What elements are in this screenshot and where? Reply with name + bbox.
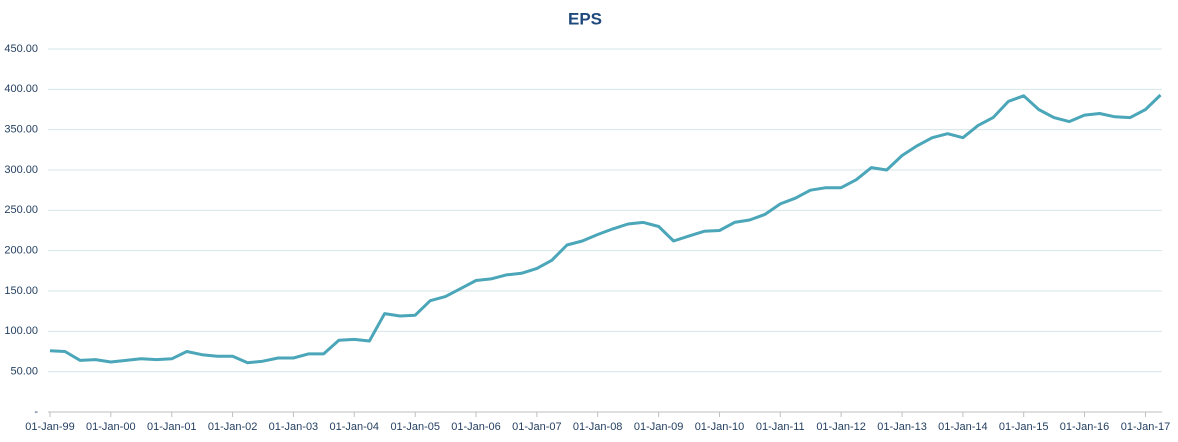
x-tick-label: 01-Jan-13 (877, 421, 927, 433)
x-tick-label: 01-Jan-02 (208, 421, 258, 433)
y-tick-label: 350.00 (4, 124, 38, 136)
x-tick-label: 01-Jan-99 (25, 421, 75, 433)
x-tick-label: 01-Jan-05 (390, 421, 440, 433)
x-tick-label: 01-Jan-03 (269, 421, 319, 433)
y-tick-label: 250.00 (4, 204, 38, 216)
chart-title: EPS (568, 9, 602, 28)
y-tick-label: 200.00 (4, 245, 38, 257)
y-tick-label: - (34, 406, 38, 418)
x-tick-label: 01-Jan-16 (1060, 421, 1110, 433)
y-tick-label: 100.00 (4, 325, 38, 337)
x-tick-label: 01-Jan-14 (938, 421, 988, 433)
y-tick-label: 450.00 (4, 43, 38, 55)
x-tick-label: 01-Jan-15 (999, 421, 1049, 433)
x-tick-label: 01-Jan-08 (573, 421, 623, 433)
y-tick-label: 50.00 (10, 366, 38, 378)
x-tick-label: 01-Jan-00 (86, 421, 136, 433)
x-tick-label: 01-Jan-01 (147, 421, 197, 433)
x-tick-label: 01-Jan-09 (634, 421, 684, 433)
x-tick-label: 01-Jan-06 (451, 421, 501, 433)
y-tick-label: 400.00 (4, 83, 38, 95)
x-tick-label: 01-Jan-07 (512, 421, 562, 433)
x-tick-label: 01-Jan-17 (1121, 421, 1171, 433)
series-line (49, 93, 1162, 365)
y-tick-label: 300.00 (4, 164, 38, 176)
y-tick-label: 150.00 (4, 285, 38, 297)
x-tick-label: 01-Jan-04 (329, 421, 379, 433)
x-tick-label: 01-Jan-12 (816, 421, 866, 433)
x-tick-label: 01-Jan-11 (756, 421, 805, 433)
x-tick-label: 01-Jan-10 (695, 421, 745, 433)
